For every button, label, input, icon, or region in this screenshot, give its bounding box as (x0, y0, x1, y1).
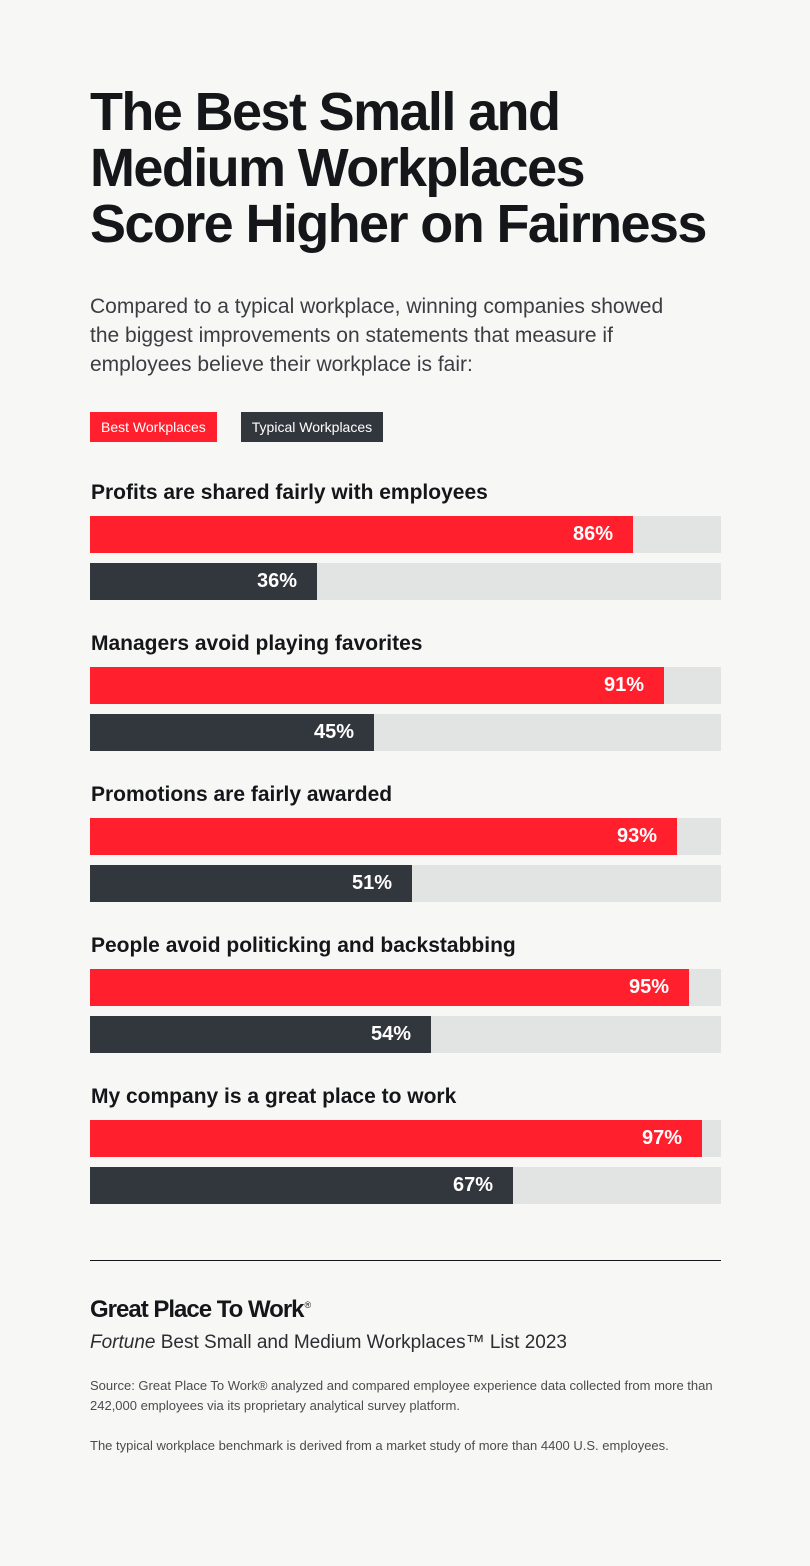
bar-track: 91% (90, 667, 721, 704)
bar-track: 97% (90, 1120, 721, 1157)
bar-best-workplaces (90, 516, 633, 553)
bar-best-workplaces (90, 818, 677, 855)
brand-name: Great Place To Work (90, 1296, 305, 1323)
category-label: Managers avoid playing favorites (91, 632, 423, 655)
bar-value-label: 97% (641, 1127, 682, 1149)
bar-best-workplaces (90, 1120, 702, 1157)
bar-value-label: 67% (452, 1174, 493, 1196)
footer-divider (90, 1260, 721, 1261)
bar-track: 67% (90, 1167, 721, 1204)
bar-best-workplaces (90, 667, 664, 704)
bar-track: 36% (90, 563, 721, 600)
brand-logo: Great Place To Work® (90, 1296, 311, 1324)
source-note: Source: Great Place To Work® analyzed an… (90, 1378, 713, 1413)
bar-track: 45% (90, 714, 721, 751)
chart-legend: Best Workplaces Typical Workplaces (90, 412, 384, 442)
bar-value-label: 95% (628, 976, 669, 998)
bar-typical-workplaces (90, 714, 374, 751)
bar-best-workplaces (90, 969, 689, 1006)
legend-best-workplaces: Best Workplaces (90, 412, 217, 442)
legend-typical-workplaces: Typical Workplaces (240, 412, 384, 442)
brand-registered-mark: ® (304, 1300, 312, 1310)
list-name: Fortune Best Small and Medium Workplaces… (90, 1332, 567, 1354)
page-title: The Best Small and Medium Workplaces Sco… (90, 82, 707, 254)
bar-value-label: 91% (603, 674, 644, 696)
list-name-publication: Fortune (90, 1332, 156, 1353)
bar-value-label: 51% (351, 872, 392, 894)
bar-value-label: 36% (256, 570, 297, 592)
bar-typical-workplaces (90, 563, 317, 600)
bar-track: 51% (90, 865, 721, 902)
list-name-title: Best Small and Medium Workplaces™ List 2… (155, 1332, 567, 1353)
bar-value-label: 93% (616, 825, 657, 847)
bar-value-label: 45% (313, 721, 354, 743)
bar-typical-workplaces (90, 1016, 431, 1053)
category-label: People avoid politicking and backstabbin… (91, 934, 516, 957)
bar-track: 54% (90, 1016, 721, 1053)
benchmark-note: The typical workplace benchmark is deriv… (90, 1438, 669, 1453)
bar-track: 86% (90, 516, 721, 553)
category-label: Promotions are fairly awarded (91, 783, 393, 806)
bar-typical-workplaces (90, 1167, 513, 1204)
category-label: My company is a great place to work (91, 1085, 457, 1108)
category-label: Profits are shared fairly with employees (91, 481, 488, 504)
bar-track: 95% (90, 969, 721, 1006)
bar-track: 93% (90, 818, 721, 855)
bar-value-label: 86% (572, 523, 613, 545)
bar-typical-workplaces (90, 865, 412, 902)
bar-value-label: 54% (370, 1023, 411, 1045)
page-subtitle: Compared to a typical workplace, winning… (90, 295, 664, 376)
